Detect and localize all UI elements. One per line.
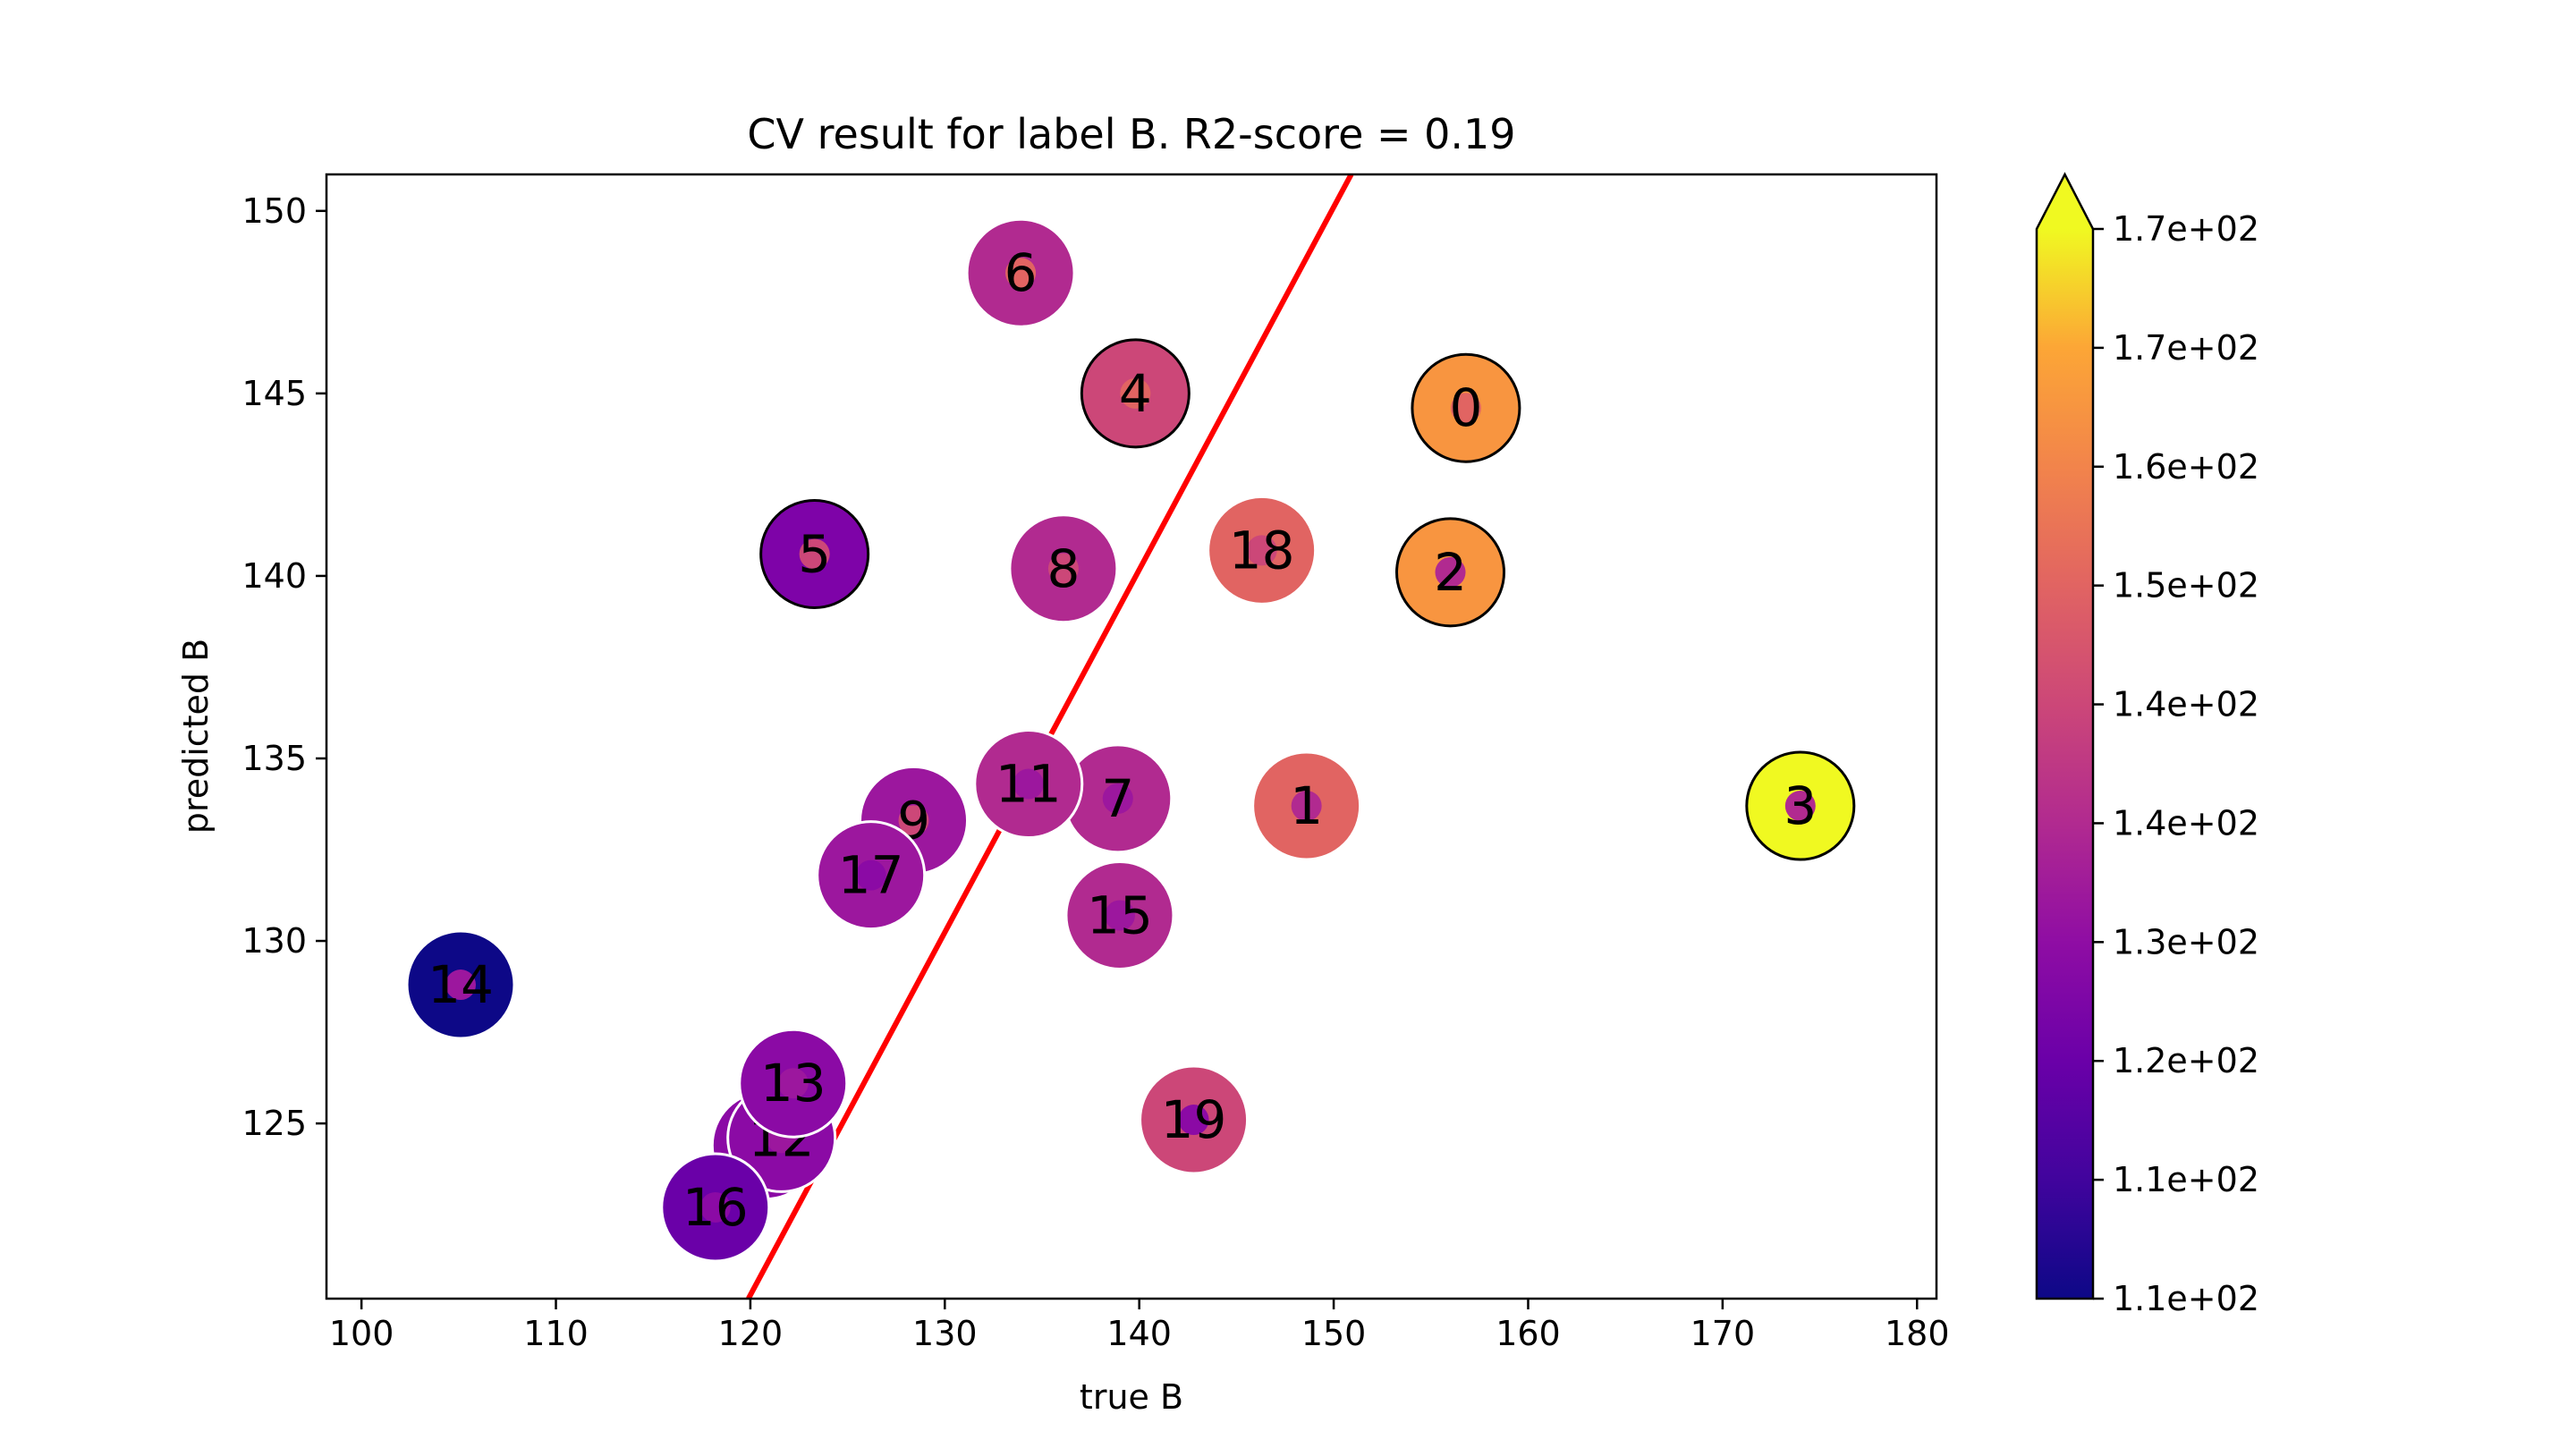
point-label: 16 bbox=[682, 1177, 749, 1238]
colorbar-tick-label: 1.7e+02 bbox=[2113, 328, 2259, 368]
point-label: 4 bbox=[1119, 363, 1152, 424]
colorbar-gradient bbox=[2037, 229, 2093, 1299]
point-label: 19 bbox=[1161, 1089, 1227, 1150]
colorbar-tick-label: 1.1e+02 bbox=[2113, 1279, 2259, 1318]
colorbar-tick-label: 1.4e+02 bbox=[2113, 685, 2259, 724]
colorbar-extend-max bbox=[2037, 174, 2093, 229]
point-inner-marker bbox=[1013, 768, 1044, 800]
point-7: 7 bbox=[1063, 743, 1174, 854]
point-2: 2 bbox=[1395, 517, 1506, 628]
point-1: 1 bbox=[1251, 750, 1362, 861]
point-4: 4 bbox=[1080, 338, 1191, 449]
point-label: 2 bbox=[1434, 542, 1467, 603]
y-tick-label: 145 bbox=[242, 374, 307, 413]
point-inner-marker bbox=[898, 805, 929, 836]
colorbar-ticks: 1.1e+02 1.1e+02 1.2e+02 1.3e+02 1.4e+02 1.4e+… bbox=[2093, 209, 2259, 1318]
point-11: 11 bbox=[973, 729, 1084, 840]
point-label: 14 bbox=[428, 954, 494, 1015]
point-inner-marker bbox=[1047, 553, 1079, 584]
point-label: 17 bbox=[838, 845, 904, 906]
colorbar-tick-label: 1.1e+02 bbox=[2113, 1160, 2259, 1199]
point-label: 1 bbox=[1290, 775, 1323, 836]
y-tick-label: 125 bbox=[242, 1104, 307, 1143]
plot-frame bbox=[325, 173, 1938, 1300]
point-label: 8 bbox=[1046, 538, 1080, 599]
point-16: 16 bbox=[660, 1152, 771, 1263]
x-tick-label: 180 bbox=[1885, 1314, 1950, 1353]
point-inner-marker bbox=[1784, 791, 1816, 822]
x-tick-label: 120 bbox=[718, 1314, 784, 1353]
point-inner-marker bbox=[1450, 393, 1481, 424]
y-axis-label: predicted B bbox=[176, 639, 216, 834]
point-label: 13 bbox=[760, 1053, 826, 1114]
x-tick-label: 160 bbox=[1496, 1314, 1561, 1353]
point-0: 0 bbox=[1411, 352, 1521, 463]
point-inner-marker bbox=[777, 1068, 809, 1099]
x-tick-label: 130 bbox=[912, 1314, 978, 1353]
point-17: 17 bbox=[816, 820, 927, 931]
colorbar-outline bbox=[2035, 172, 2095, 1300]
point-label: 15 bbox=[1087, 885, 1153, 945]
colorbar-tick-label: 1.5e+02 bbox=[2113, 566, 2259, 605]
x-tick-label: 110 bbox=[523, 1314, 589, 1353]
point-inner-marker bbox=[855, 859, 886, 891]
colorbar: 1.1e+02 1.1e+02 1.2e+02 1.3e+02 1.4e+02 1.4e+… bbox=[2035, 172, 2259, 1318]
plot-content: 012345678910111213141516171819 bbox=[405, 174, 1856, 1299]
y-tick-label: 135 bbox=[242, 739, 307, 778]
point-inner-marker bbox=[1291, 791, 1322, 822]
point-inner-marker bbox=[699, 1191, 731, 1223]
point-5: 5 bbox=[759, 498, 870, 609]
point-label: 0 bbox=[1449, 377, 1482, 438]
x-axis-ticks: 100 110 120 130 140 150 160 170 180 bbox=[329, 1299, 1950, 1353]
y-axis-ticks: 125 130 135 140 145 150 bbox=[242, 191, 326, 1143]
x-axis-label: true B bbox=[1080, 1377, 1183, 1417]
x-tick-label: 100 bbox=[329, 1314, 394, 1353]
point-14: 14 bbox=[405, 929, 516, 1040]
x-tick-label: 170 bbox=[1690, 1314, 1756, 1353]
point-label: 18 bbox=[1229, 520, 1295, 580]
point-inner-marker bbox=[1246, 535, 1277, 566]
colorbar-tick-label: 1.6e+02 bbox=[2113, 447, 2259, 487]
point-18: 18 bbox=[1207, 495, 1318, 605]
chart-title: CV result for label B. R2-score = 0.19 bbox=[747, 110, 1515, 158]
point-inner-marker bbox=[1005, 258, 1037, 289]
point-inner-marker bbox=[1435, 556, 1466, 588]
point-inner-marker bbox=[1102, 783, 1133, 814]
point-label: 6 bbox=[1004, 242, 1038, 303]
x-tick-label: 150 bbox=[1301, 1314, 1367, 1353]
y-tick-label: 150 bbox=[242, 191, 307, 231]
y-tick-label: 130 bbox=[242, 921, 307, 961]
point-label: 7 bbox=[1101, 768, 1134, 829]
colorbar-tick-label: 1.2e+02 bbox=[2113, 1041, 2259, 1080]
colorbar-tick-label: 1.3e+02 bbox=[2113, 922, 2259, 961]
point-inner-marker bbox=[1178, 1105, 1209, 1136]
point-19: 19 bbox=[1139, 1064, 1250, 1175]
colorbar-tick-label: 1.7e+02 bbox=[2113, 209, 2259, 249]
point-label: 3 bbox=[1784, 775, 1817, 836]
y-tick-label: 140 bbox=[242, 556, 307, 596]
point-8: 8 bbox=[1008, 513, 1119, 624]
point-13: 13 bbox=[738, 1028, 849, 1139]
point-inner-marker bbox=[1120, 377, 1151, 409]
colorbar-tick-label: 1.4e+02 bbox=[2113, 803, 2259, 843]
x-tick-label: 140 bbox=[1106, 1314, 1172, 1353]
point-inner-marker bbox=[799, 538, 830, 570]
point-6: 6 bbox=[965, 217, 1076, 328]
point-inner-marker bbox=[445, 970, 476, 1001]
point-inner-marker bbox=[1104, 900, 1135, 931]
point-label: 5 bbox=[798, 523, 831, 584]
point-label: 11 bbox=[996, 754, 1062, 815]
point-3: 3 bbox=[1745, 750, 1856, 861]
point-15: 15 bbox=[1064, 859, 1175, 970]
